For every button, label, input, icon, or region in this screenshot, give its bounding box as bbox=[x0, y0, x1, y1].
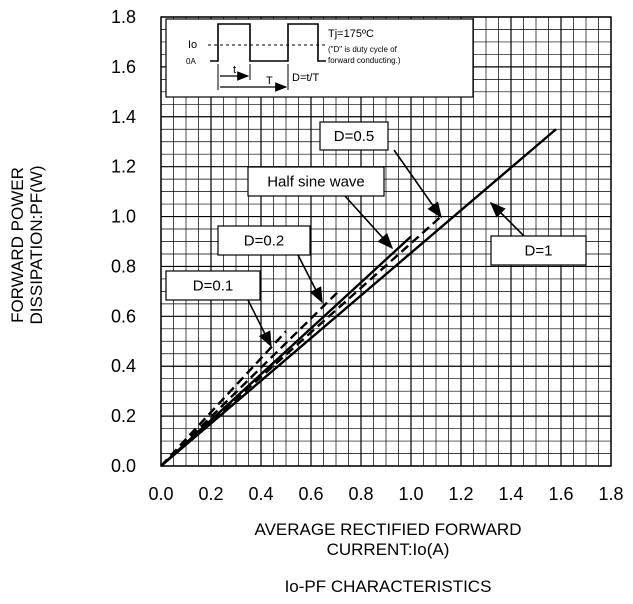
callout-box-half-sine-wave bbox=[247, 166, 385, 197]
callout-arrow-d-0-2 bbox=[297, 254, 323, 304]
y-tick-label: 0.6 bbox=[111, 306, 136, 326]
callout-box-d-0-1 bbox=[165, 270, 261, 301]
y-tick-label: 1.8 bbox=[111, 7, 136, 27]
y-tick-label: 1.2 bbox=[111, 157, 136, 177]
x-tick-label: 0.0 bbox=[148, 484, 173, 504]
y-axis-label-line2: DISSIPATION:PF(W) bbox=[27, 166, 46, 325]
duty-note-2: forward conducting.) bbox=[328, 56, 401, 65]
callout-label-d-0-2: D=0.2 bbox=[244, 233, 284, 250]
x-axis-label-line1: AVERAGE RECTIFIED FORWARD bbox=[255, 520, 522, 539]
duty-formula: D=t/T bbox=[292, 72, 319, 84]
inset-box bbox=[165, 18, 474, 98]
callout-box-d-0-2 bbox=[217, 225, 311, 256]
period-label: T bbox=[266, 75, 273, 87]
callout-arrow-d-0-5 bbox=[393, 149, 442, 219]
callout-label-half-sine-wave: Half sine wave bbox=[267, 174, 365, 191]
inset-diagram: Io 0A t T D=t/T Tj=175ºC ("D" is duty cycle of… bbox=[165, 18, 474, 98]
pulse-waveform bbox=[210, 23, 326, 62]
plot-frame bbox=[160, 16, 612, 467]
y-tick-label: 0.4 bbox=[111, 356, 136, 376]
duty-note-1: ("D" is duty cycle of bbox=[328, 45, 398, 54]
callout-label-d-1: D=1 bbox=[525, 243, 553, 260]
y-tick-label: 0.0 bbox=[111, 456, 136, 476]
junction-temp: Tj=175ºC bbox=[328, 28, 374, 40]
x-tick-label: 0.6 bbox=[298, 484, 323, 504]
series-line-d-0-5 bbox=[160, 215, 442, 467]
y-axis-label-line1: FORWARD POWER bbox=[8, 167, 27, 323]
callout-arrow-d-0-1 bbox=[247, 299, 272, 348]
callout-box-d-1 bbox=[490, 235, 587, 266]
io-label: Io bbox=[188, 39, 197, 51]
y-tick-label: 1.6 bbox=[111, 57, 136, 77]
x-tick-label: 1.6 bbox=[548, 484, 573, 504]
y-tick-label: 1.0 bbox=[111, 207, 136, 227]
x-tick-label: 0.4 bbox=[248, 484, 273, 504]
y-tick-label: 0.2 bbox=[111, 406, 136, 426]
x-tick-label: 1.0 bbox=[398, 484, 423, 504]
callout-arrow-d-1 bbox=[489, 201, 525, 237]
callout-label-d-0-1: D=0.1 bbox=[193, 278, 233, 295]
callouts: D=0.5 Half sine wave D=0.2 D=0.1 D=1 bbox=[165, 121, 587, 348]
x-tick-label: 1.4 bbox=[498, 484, 523, 504]
x-axis-label-line2: CURRENT:Io(A) bbox=[327, 540, 450, 559]
x-tick-label: 1.2 bbox=[448, 484, 473, 504]
y-tick-label: 1.4 bbox=[111, 107, 136, 127]
x-tick-label: 1.8 bbox=[598, 484, 623, 504]
callout-label-d-0-5: D=0.5 bbox=[334, 128, 374, 145]
chart-title: Io-PF CHARACTERISTICS bbox=[285, 577, 492, 596]
series-line-d-0-1 bbox=[160, 330, 287, 467]
zero-amp-label: 0A bbox=[186, 57, 196, 66]
t-label: t bbox=[233, 64, 236, 76]
x-tick-label: 0.8 bbox=[348, 484, 373, 504]
series-lines bbox=[160, 128, 557, 467]
callout-arrow-half-sine-wave bbox=[344, 195, 394, 250]
tick-labels: 0.0 0.2 0.4 0.6 0.8 1.0 1.2 1.4 1.6 1.8 0.0 0.2 0.4 0… bbox=[111, 7, 624, 504]
x-tick-label: 0.2 bbox=[198, 484, 223, 504]
callout-box-d-0-5 bbox=[319, 121, 389, 151]
series-line-d-1 bbox=[160, 128, 557, 467]
y-tick-label: 0.8 bbox=[111, 256, 136, 276]
